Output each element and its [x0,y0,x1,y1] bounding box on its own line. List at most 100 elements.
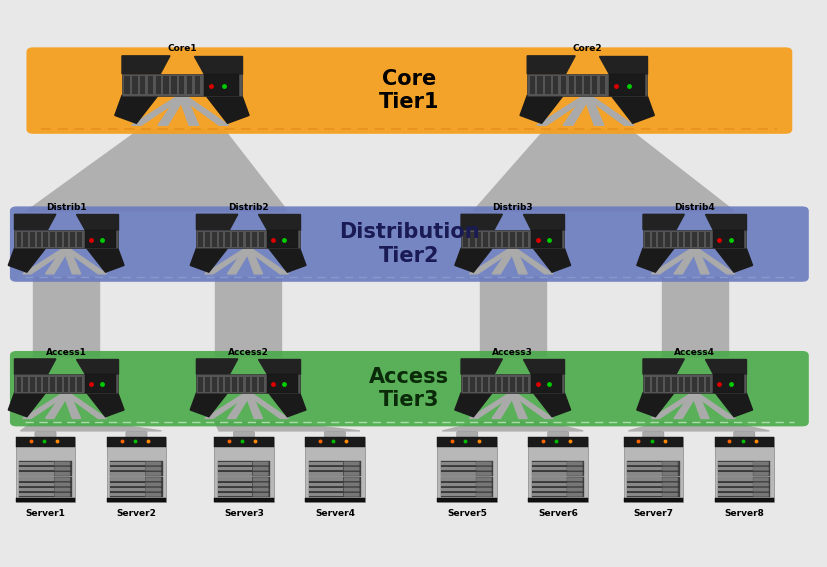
FancyBboxPatch shape [532,472,566,476]
FancyBboxPatch shape [662,462,678,466]
FancyBboxPatch shape [662,467,678,471]
FancyBboxPatch shape [476,467,492,471]
FancyBboxPatch shape [658,232,663,247]
FancyBboxPatch shape [627,493,662,497]
FancyBboxPatch shape [55,477,70,481]
Polygon shape [492,393,516,418]
Text: Distrib3: Distrib3 [492,203,533,212]
FancyBboxPatch shape [718,466,771,471]
FancyBboxPatch shape [627,488,662,491]
FancyBboxPatch shape [19,483,54,486]
FancyBboxPatch shape [441,477,494,481]
FancyBboxPatch shape [441,488,476,491]
FancyBboxPatch shape [146,462,161,466]
Polygon shape [87,393,124,417]
FancyBboxPatch shape [110,487,163,492]
FancyBboxPatch shape [57,376,61,392]
FancyBboxPatch shape [718,477,753,481]
FancyBboxPatch shape [483,376,488,392]
FancyBboxPatch shape [718,482,771,487]
FancyBboxPatch shape [16,437,75,447]
FancyBboxPatch shape [19,466,72,471]
FancyBboxPatch shape [23,232,28,247]
FancyBboxPatch shape [532,482,585,487]
FancyBboxPatch shape [308,483,343,486]
Polygon shape [563,95,590,125]
Polygon shape [629,422,769,431]
Polygon shape [533,248,571,272]
FancyBboxPatch shape [232,232,237,247]
FancyBboxPatch shape [567,493,583,497]
Polygon shape [662,277,728,356]
FancyBboxPatch shape [55,467,70,471]
FancyBboxPatch shape [308,493,343,497]
FancyBboxPatch shape [64,376,69,392]
Text: Core2: Core2 [572,44,602,53]
FancyBboxPatch shape [441,493,476,497]
FancyBboxPatch shape [35,431,56,438]
FancyBboxPatch shape [253,467,269,471]
FancyBboxPatch shape [23,376,28,392]
FancyBboxPatch shape [532,462,566,465]
FancyBboxPatch shape [308,462,343,465]
FancyBboxPatch shape [30,376,35,392]
FancyBboxPatch shape [246,376,251,392]
Text: Server2: Server2 [117,509,156,518]
FancyBboxPatch shape [19,462,54,465]
Polygon shape [637,248,674,272]
Polygon shape [87,248,124,272]
Polygon shape [509,393,553,418]
Text: Server1: Server1 [26,509,65,518]
FancyBboxPatch shape [15,230,118,248]
Polygon shape [455,248,492,272]
FancyBboxPatch shape [44,232,48,247]
FancyBboxPatch shape [679,232,683,247]
FancyBboxPatch shape [470,376,475,392]
FancyBboxPatch shape [10,206,809,282]
FancyBboxPatch shape [528,437,588,447]
FancyBboxPatch shape [753,472,769,476]
FancyBboxPatch shape [517,232,522,247]
Polygon shape [599,56,647,74]
FancyBboxPatch shape [645,232,650,247]
Text: Access3: Access3 [492,348,533,357]
FancyBboxPatch shape [110,492,163,497]
FancyBboxPatch shape [218,467,252,471]
FancyBboxPatch shape [179,77,184,94]
Polygon shape [21,422,161,431]
FancyBboxPatch shape [672,232,676,247]
FancyBboxPatch shape [239,376,243,392]
FancyBboxPatch shape [441,472,494,476]
FancyBboxPatch shape [692,376,697,392]
Polygon shape [691,393,735,418]
FancyBboxPatch shape [308,472,361,476]
FancyBboxPatch shape [107,498,166,502]
FancyBboxPatch shape [490,232,495,247]
FancyBboxPatch shape [110,472,163,476]
FancyBboxPatch shape [497,232,501,247]
FancyBboxPatch shape [692,232,697,247]
FancyBboxPatch shape [532,492,585,497]
FancyBboxPatch shape [504,232,508,247]
Polygon shape [179,95,198,125]
FancyBboxPatch shape [214,437,274,502]
FancyBboxPatch shape [218,466,270,471]
FancyBboxPatch shape [567,477,583,481]
FancyBboxPatch shape [110,472,145,476]
FancyBboxPatch shape [253,477,269,481]
Polygon shape [528,56,575,74]
FancyBboxPatch shape [753,483,769,486]
FancyBboxPatch shape [567,488,583,492]
FancyBboxPatch shape [324,431,346,438]
FancyBboxPatch shape [146,483,161,486]
Polygon shape [45,393,69,418]
Text: Server6: Server6 [538,509,578,518]
FancyBboxPatch shape [461,230,564,248]
FancyBboxPatch shape [19,467,54,471]
Polygon shape [584,95,634,125]
FancyBboxPatch shape [205,232,210,247]
FancyBboxPatch shape [627,466,680,471]
Polygon shape [33,277,99,356]
FancyBboxPatch shape [686,232,690,247]
FancyBboxPatch shape [713,230,744,248]
